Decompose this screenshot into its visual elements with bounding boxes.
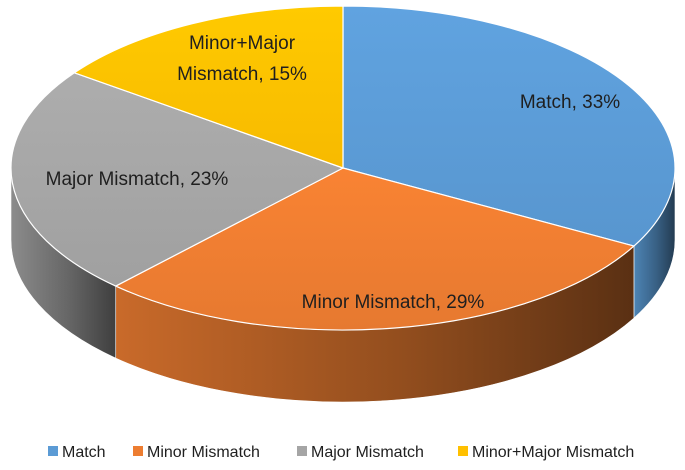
data-label-minor-major-mismatch: Minor+Major Mismatch, 15% [177,33,307,85]
data-label-major-mismatch: Major Mismatch, 23% [46,169,229,190]
legend-swatch-match [48,446,58,456]
legend-label-match: Match [62,444,106,461]
legend-item-minor-major-mismatch: Minor+Major Mismatch [458,444,634,461]
legend-label-major-mismatch: Major Mismatch [311,444,424,461]
pie-top-faces [10,5,676,331]
legend: Match Minor Mismatch Major Mismatch Minor+M… [48,444,634,461]
legend-swatch-major-mismatch [297,446,307,456]
legend-swatch-minor-mismatch [133,446,143,456]
legend-label-minor-mismatch: Minor Mismatch [147,444,260,461]
legend-swatch-minor-major-mismatch [458,446,468,456]
legend-item-match: Match [48,444,106,461]
pie-slice-minor-mismatch [114,167,636,331]
data-label-minor-mismatch: Minor Mismatch, 29% [302,292,485,313]
pie-slice-match [342,5,676,247]
legend-label-minor-major-mismatch: Minor+Major Mismatch [472,444,634,461]
legend-item-major-mismatch: Major Mismatch [297,444,424,461]
data-label-match: Match, 33% [520,92,620,113]
pie-slice-major-mismatch [10,72,345,287]
pie-data-labels: Match, 33% Minor Mismatch, 29% Major Misma… [46,33,621,313]
legend-item-minor-mismatch: Minor Mismatch [133,444,260,461]
pie-slice-minor-major-mismatch [73,5,344,169]
